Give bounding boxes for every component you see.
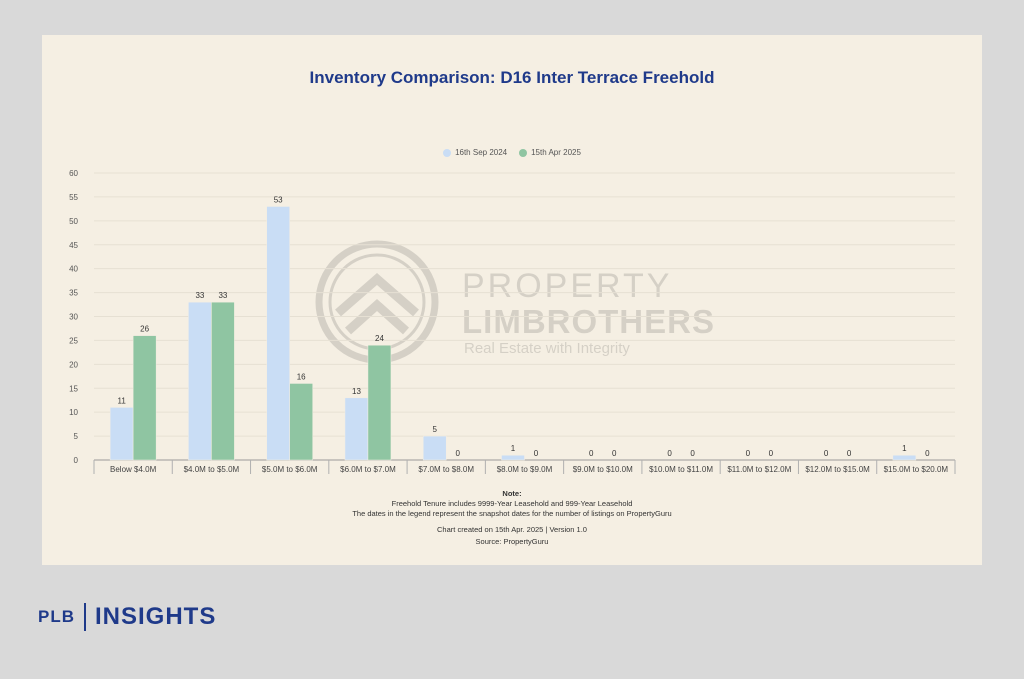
chart-legend: 16th Sep 2024 15th Apr 2025 bbox=[42, 148, 982, 157]
y-tick-label: 35 bbox=[69, 289, 78, 298]
data-label-series-2: 16 bbox=[297, 372, 306, 381]
x-tick-label: $4.0M to $5.0M bbox=[184, 465, 240, 474]
y-tick-label: 55 bbox=[69, 193, 78, 202]
data-label-series-2: 0 bbox=[690, 449, 695, 458]
notes-created: Chart created on 15th Apr. 2025 | Versio… bbox=[437, 525, 587, 534]
y-tick-label: 5 bbox=[74, 432, 79, 441]
bar-series-2 bbox=[289, 383, 313, 461]
chart-title: Inventory Comparison: D16 Inter Terrace … bbox=[309, 68, 715, 87]
y-tick-label: 0 bbox=[74, 456, 79, 465]
data-label-series-1: 0 bbox=[824, 449, 829, 458]
bar-series-2 bbox=[132, 335, 157, 461]
data-label-series-1: 33 bbox=[195, 291, 204, 300]
chart-notes: Note: Freehold Tenure includes 9999-Year… bbox=[42, 489, 982, 547]
data-label-series-2: 0 bbox=[847, 449, 852, 458]
data-label-series-1: 53 bbox=[274, 195, 283, 204]
data-label-series-1: 5 bbox=[433, 425, 438, 434]
x-tick-label: $9.0M to $10.0M bbox=[573, 465, 633, 474]
x-tick-label: $8.0M to $9.0M bbox=[497, 465, 553, 474]
x-tick-label: $11.0M to $12.0M bbox=[727, 465, 791, 474]
notes-title: Note: bbox=[502, 489, 522, 498]
bar-series-1 bbox=[892, 454, 917, 461]
bar-series-1 bbox=[109, 407, 134, 461]
data-label-series-2: 0 bbox=[925, 449, 930, 458]
data-label-series-1: 13 bbox=[352, 387, 361, 396]
legend-item-series-1: 16th Sep 2024 bbox=[443, 148, 507, 157]
y-tick-label: 50 bbox=[69, 217, 78, 226]
bar-series-1 bbox=[422, 435, 447, 461]
notes-line-1: Freehold Tenure includes 9999-Year Lease… bbox=[391, 499, 633, 508]
data-label-series-1: 0 bbox=[746, 449, 751, 458]
bar-series-2 bbox=[367, 344, 392, 461]
legend-swatch-series-1 bbox=[443, 148, 452, 157]
data-label-series-2: 0 bbox=[456, 449, 461, 458]
data-label-series-1: 0 bbox=[667, 449, 672, 458]
y-tick-label: 30 bbox=[69, 313, 78, 322]
data-label-series-1: 11 bbox=[117, 396, 126, 405]
data-label-series-2: 24 bbox=[375, 334, 384, 343]
brand-logo: PLB INSIGHTS bbox=[38, 603, 216, 631]
legend-label-series-1: 16th Sep 2024 bbox=[455, 148, 508, 157]
y-tick-label: 40 bbox=[69, 265, 78, 274]
x-tick-label: $10.0M to $11.0M bbox=[649, 465, 713, 474]
data-label-series-2: 33 bbox=[218, 291, 227, 300]
data-label-series-1: 1 bbox=[902, 444, 907, 453]
x-tick-label: Below $4.0M bbox=[110, 465, 157, 474]
data-label-series-1: 1 bbox=[511, 444, 516, 453]
x-tick-label: $6.0M to $7.0M bbox=[340, 465, 396, 474]
notes-source: Source: PropertyGuru bbox=[475, 537, 549, 546]
x-tick-label: $7.0M to $8.0M bbox=[418, 465, 474, 474]
brand-insights: INSIGHTS bbox=[95, 603, 217, 630]
bar-series-1 bbox=[188, 301, 212, 461]
bar-series-1 bbox=[266, 206, 290, 461]
data-label-series-2: 26 bbox=[140, 325, 149, 334]
notes-line-2: The dates in the legend represent the sn… bbox=[352, 509, 672, 518]
legend-swatch-series-2 bbox=[519, 148, 528, 157]
x-tick-label: $5.0M to $6.0M bbox=[262, 465, 318, 474]
y-tick-label: 20 bbox=[69, 360, 78, 369]
data-label-series-2: 0 bbox=[769, 449, 774, 458]
legend-label-series-2: 15th Apr 2025 bbox=[531, 148, 581, 157]
brand-plb: PLB bbox=[38, 607, 75, 626]
y-tick-label: 15 bbox=[69, 384, 78, 393]
y-tick-label: 60 bbox=[69, 169, 78, 178]
legend-item-series-2: 15th Apr 2025 bbox=[519, 148, 581, 157]
data-label-series-2: 0 bbox=[612, 449, 617, 458]
bar-series-1 bbox=[501, 454, 525, 461]
bar-series-1 bbox=[344, 397, 369, 461]
y-tick-label: 25 bbox=[69, 336, 78, 345]
brand-divider bbox=[84, 603, 86, 631]
data-label-series-2: 0 bbox=[534, 449, 539, 458]
data-label-series-1: 0 bbox=[589, 449, 594, 458]
bar-series-2 bbox=[211, 301, 235, 461]
y-tick-label: 45 bbox=[69, 241, 78, 250]
chart-card: Inventory Comparison: D16 Inter Terrace … bbox=[42, 35, 982, 565]
x-tick-label: $12.0M to $15.0M bbox=[805, 465, 870, 474]
y-tick-label: 10 bbox=[69, 408, 78, 417]
x-tick-label: $15.0M to $20.0M bbox=[884, 465, 949, 474]
